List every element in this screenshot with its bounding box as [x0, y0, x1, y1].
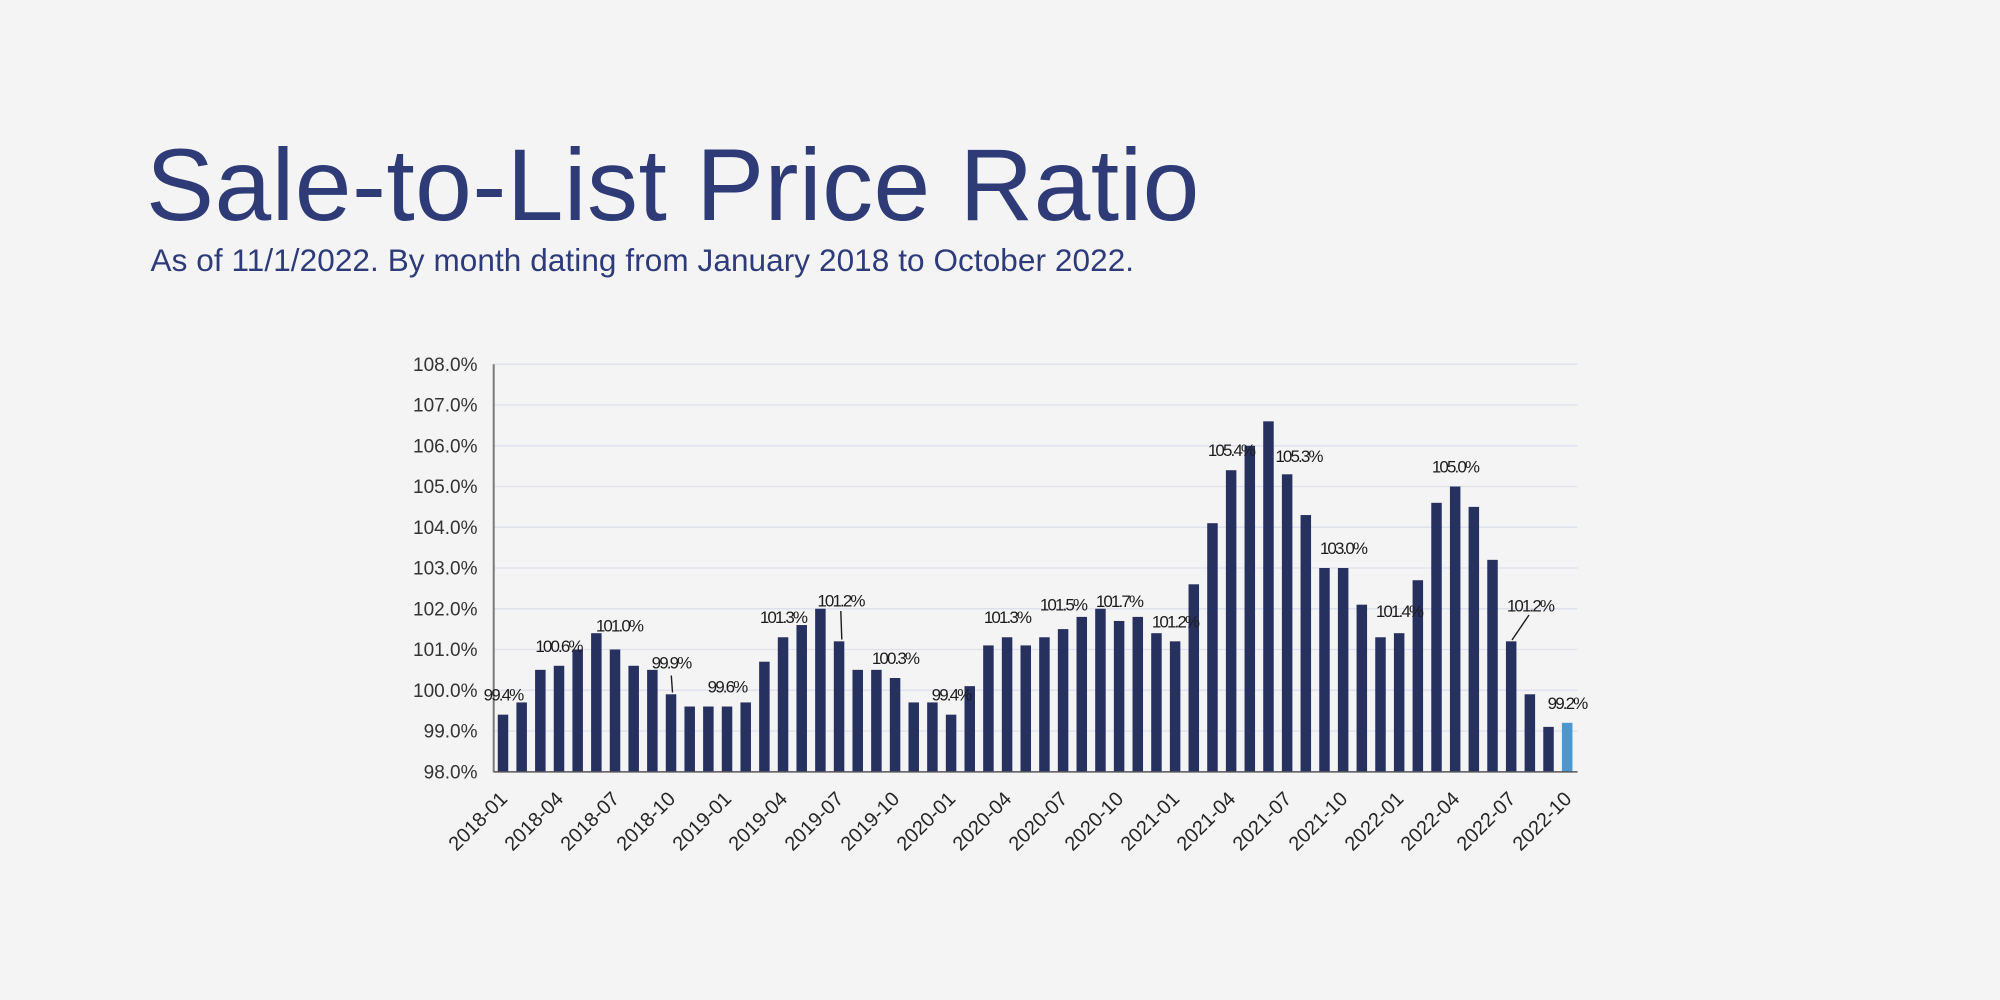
svg-text:100.3%: 100.3% — [872, 649, 920, 668]
svg-text:2018-01: 2018-01 — [445, 788, 512, 855]
svg-text:2020-01: 2020-01 — [893, 788, 960, 855]
svg-text:99.4%: 99.4% — [932, 686, 972, 705]
svg-text:2019-10: 2019-10 — [837, 788, 904, 855]
svg-text:2021-07: 2021-07 — [1229, 788, 1296, 855]
svg-text:2019-01: 2019-01 — [669, 788, 736, 855]
svg-text:102.0%: 102.0% — [413, 599, 478, 620]
svg-text:2018-04: 2018-04 — [501, 788, 568, 855]
svg-text:100.0%: 100.0% — [413, 681, 478, 702]
svg-text:2022-04: 2022-04 — [1397, 788, 1464, 855]
svg-text:2020-04: 2020-04 — [949, 788, 1016, 855]
svg-text:105.4%: 105.4% — [1208, 441, 1256, 460]
svg-text:98.0%: 98.0% — [424, 762, 478, 783]
svg-text:2020-07: 2020-07 — [1005, 788, 1072, 855]
svg-text:2021-10: 2021-10 — [1285, 788, 1352, 855]
svg-text:99.0%: 99.0% — [424, 722, 478, 743]
svg-text:2021-04: 2021-04 — [1173, 788, 1240, 855]
svg-text:103.0%: 103.0% — [413, 559, 478, 580]
svg-text:2022-10: 2022-10 — [1509, 788, 1576, 855]
svg-text:99.4%: 99.4% — [484, 686, 524, 705]
svg-text:99.9%: 99.9% — [652, 653, 692, 672]
svg-text:105.0%: 105.0% — [413, 477, 478, 498]
svg-text:107.0%: 107.0% — [413, 396, 478, 417]
svg-text:106.0%: 106.0% — [413, 437, 478, 458]
svg-text:101.3%: 101.3% — [984, 608, 1032, 627]
svg-text:105.0%: 105.0% — [1432, 458, 1480, 477]
svg-text:101.2%: 101.2% — [1507, 597, 1555, 616]
svg-text:99.6%: 99.6% — [708, 678, 748, 697]
svg-text:2018-10: 2018-10 — [613, 788, 680, 855]
svg-text:2021-01: 2021-01 — [1117, 788, 1184, 855]
svg-text:2019-04: 2019-04 — [725, 788, 792, 855]
svg-text:101.3%: 101.3% — [760, 608, 808, 627]
svg-text:103.0%: 103.0% — [1320, 539, 1368, 558]
svg-text:101.0%: 101.0% — [596, 617, 644, 636]
svg-text:100.6%: 100.6% — [535, 637, 583, 656]
svg-text:101.7%: 101.7% — [1096, 592, 1144, 611]
svg-text:2022-07: 2022-07 — [1453, 788, 1520, 855]
svg-text:101.5%: 101.5% — [1040, 596, 1088, 615]
svg-text:2018-07: 2018-07 — [557, 788, 624, 855]
svg-text:104.0%: 104.0% — [413, 518, 478, 539]
svg-text:108.0%: 108.0% — [413, 355, 478, 376]
svg-text:101.2%: 101.2% — [1152, 612, 1200, 631]
svg-text:2019-07: 2019-07 — [781, 788, 848, 855]
svg-text:2020-10: 2020-10 — [1061, 788, 1128, 855]
svg-text:101.4%: 101.4% — [1376, 602, 1424, 621]
svg-text:99.2%: 99.2% — [1548, 694, 1588, 713]
svg-text:2022-01: 2022-01 — [1341, 788, 1408, 855]
svg-text:101.2%: 101.2% — [817, 592, 865, 611]
svg-text:101.0%: 101.0% — [413, 640, 478, 661]
svg-text:105.3%: 105.3% — [1275, 447, 1323, 466]
